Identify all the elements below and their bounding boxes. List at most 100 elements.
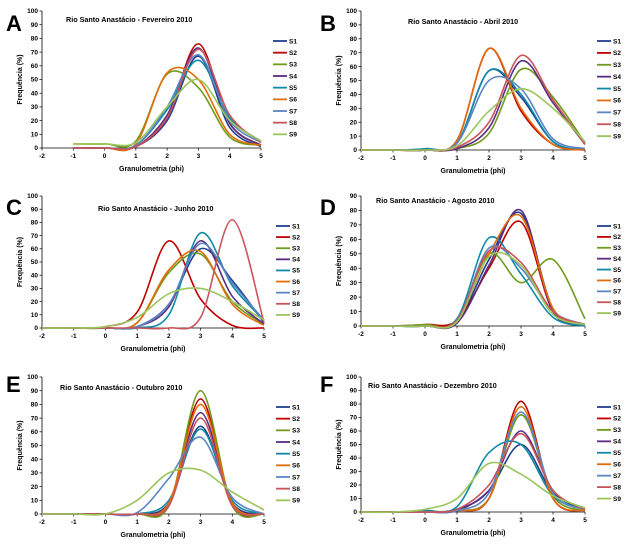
legend-label: S2 bbox=[613, 234, 621, 241]
legend: S1 S2 S3 S4 S5 S6 S7 S8 S9 bbox=[276, 223, 300, 319]
y-tick-label: 90 bbox=[31, 22, 39, 29]
chart-title: Rio Santo Anastácio - Fevereiro 2010 bbox=[66, 15, 192, 24]
x-tick-label: 4 bbox=[228, 153, 232, 160]
y-axis-label: Frequência (%) bbox=[17, 420, 24, 470]
panel-c: C Rio Santo Anastácio - Junho 20100102030… bbox=[6, 193, 300, 353]
y-tick-label: 0 bbox=[34, 511, 38, 518]
x-axis-label: Granulometria (phi) bbox=[441, 344, 506, 351]
y-tick-label: 30 bbox=[350, 106, 358, 113]
chart-title: Rio Santo Anastácio - Junho 2010 bbox=[98, 204, 214, 213]
y-tick-label: 60 bbox=[350, 428, 358, 435]
x-axis-label: Granulometria (phi) bbox=[441, 530, 506, 537]
x-tick-label: -1 bbox=[70, 153, 76, 160]
y-tick-label: 40 bbox=[31, 90, 39, 97]
x-tick-label: 1 bbox=[455, 517, 459, 524]
y-tick-label: 80 bbox=[350, 401, 358, 408]
legend-label: S2 bbox=[292, 416, 300, 423]
legend-label: S8 bbox=[289, 120, 297, 127]
y-tick-label: 80 bbox=[350, 36, 358, 43]
y-tick-label: 100 bbox=[346, 374, 357, 381]
y-tick-label: 50 bbox=[31, 77, 39, 84]
y-tick-label: 70 bbox=[350, 415, 358, 422]
series-lines bbox=[41, 389, 265, 518]
y-tick-label: 30 bbox=[31, 104, 39, 111]
y-tick-label: 0 bbox=[34, 145, 38, 152]
x-tick-label: -2 bbox=[39, 333, 45, 340]
y-tick-label: 40 bbox=[350, 92, 358, 99]
x-tick-label: -2 bbox=[358, 155, 364, 162]
y-axis-label: Frequência (%) bbox=[17, 237, 24, 287]
legend-label: S8 bbox=[292, 486, 300, 493]
legend-label: S9 bbox=[613, 133, 621, 140]
series-lines bbox=[73, 43, 262, 152]
x-tick-label: 3 bbox=[197, 153, 201, 160]
legend-label: S8 bbox=[613, 122, 621, 129]
legend-label: S1 bbox=[292, 223, 300, 230]
y-tick-label: 20 bbox=[31, 118, 39, 125]
series-line-s9 bbox=[360, 461, 586, 513]
x-tick-label: -1 bbox=[390, 517, 396, 524]
chart-title: Rio Santo Anastácio - Dezembro 2010 bbox=[368, 381, 497, 390]
legend: S1 S2 S3 S4 S5 S6 S7 S8 S9 bbox=[273, 38, 297, 139]
y-tick-label: 90 bbox=[31, 206, 39, 213]
x-tick-label: 0 bbox=[103, 153, 107, 160]
legend-label: S5 bbox=[613, 86, 621, 93]
x-tick-label: 5 bbox=[262, 519, 266, 526]
legend-label: S9 bbox=[613, 310, 621, 317]
x-tick-label: 1 bbox=[455, 331, 459, 338]
y-tick-label: 60 bbox=[31, 63, 39, 70]
panel-letter: F bbox=[320, 372, 333, 397]
chart-title: Rio Santo Anastácio - Agosto 2010 bbox=[376, 196, 494, 205]
y-tick-label: 90 bbox=[350, 193, 358, 200]
legend-label: S5 bbox=[613, 267, 621, 274]
y-tick-label: 70 bbox=[350, 50, 358, 57]
y-tick-label: 70 bbox=[31, 415, 39, 422]
panel-letter: A bbox=[6, 11, 22, 36]
y-axis-label: Frequência (%) bbox=[336, 236, 343, 286]
series-line-s7 bbox=[73, 54, 262, 150]
x-tick-label: 2 bbox=[167, 519, 171, 526]
y-tick-label: 90 bbox=[31, 388, 39, 395]
legend-label: S7 bbox=[289, 108, 297, 115]
series-line-s9 bbox=[360, 88, 586, 152]
panel-letter: E bbox=[6, 372, 21, 397]
legend-label: S7 bbox=[613, 289, 621, 296]
x-tick-label: 5 bbox=[259, 153, 263, 160]
y-tick-label: 100 bbox=[346, 8, 357, 15]
panel-a: A Rio Santo Anastácio - Fevereiro 2010010… bbox=[6, 8, 297, 173]
y-tick-label: 40 bbox=[31, 456, 39, 463]
x-tick-label: 5 bbox=[262, 333, 266, 340]
legend-label: S6 bbox=[289, 97, 297, 104]
x-tick-label: 1 bbox=[135, 519, 139, 526]
legend-label: S9 bbox=[292, 312, 300, 319]
legend-label: S3 bbox=[292, 428, 300, 435]
y-tick-label: 40 bbox=[31, 272, 39, 279]
legend-label: S4 bbox=[613, 74, 621, 81]
y-axis-label: Frequência (%) bbox=[336, 55, 343, 105]
legend-label: S5 bbox=[292, 268, 300, 275]
legend-label: S4 bbox=[613, 256, 621, 263]
x-tick-label: 3 bbox=[199, 519, 203, 526]
series-line-s8 bbox=[360, 432, 586, 513]
x-tick-label: -2 bbox=[358, 517, 364, 524]
y-tick-label: 0 bbox=[34, 325, 38, 332]
y-tick-label: 60 bbox=[350, 64, 358, 71]
x-tick-label: 2 bbox=[167, 333, 171, 340]
y-tick-label: 10 bbox=[350, 133, 358, 140]
y-tick-label: 10 bbox=[31, 312, 39, 319]
x-tick-label: -2 bbox=[358, 331, 364, 338]
series-lines bbox=[360, 47, 586, 152]
x-tick-label: 3 bbox=[199, 333, 203, 340]
legend-label: S5 bbox=[613, 450, 621, 457]
x-tick-label: 2 bbox=[165, 153, 169, 160]
x-tick-label: 0 bbox=[423, 517, 427, 524]
x-tick-label: 5 bbox=[583, 517, 587, 524]
series-line-s7 bbox=[360, 411, 586, 514]
legend-label: S1 bbox=[613, 404, 621, 411]
legend-label: S9 bbox=[289, 132, 297, 139]
x-tick-label: 3 bbox=[519, 155, 523, 162]
y-tick-label: 100 bbox=[27, 193, 38, 200]
y-tick-label: 20 bbox=[31, 299, 39, 306]
x-tick-label: 2 bbox=[487, 517, 491, 524]
